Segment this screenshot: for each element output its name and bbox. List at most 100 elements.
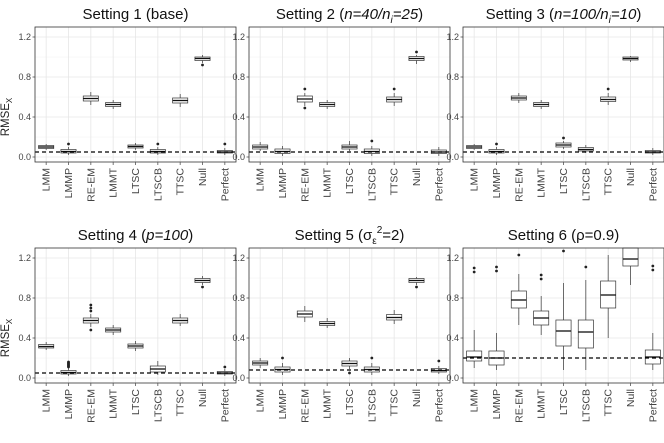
- y-tick-label: 0.8: [446, 72, 459, 82]
- y-tick-label: 0.8: [232, 293, 245, 303]
- x-tick-label: LTSCB: [366, 389, 378, 422]
- y-axis-label: RMSEX: [0, 318, 14, 357]
- y-tick-label: 0.0: [18, 373, 31, 383]
- y-tick-label: 0.0: [232, 373, 245, 383]
- outlier-point: [651, 268, 655, 272]
- y-tick-label: 1.2: [18, 32, 31, 42]
- x-tick-label: TTSC: [603, 168, 615, 196]
- y-tick-label: 1.2: [232, 32, 245, 42]
- outlier-point: [303, 87, 307, 91]
- box-ttsc: [172, 94, 189, 107]
- x-tick-label: Null: [197, 389, 209, 407]
- box-lmmt: [533, 273, 550, 335]
- outlier-point: [67, 142, 70, 146]
- x-tick-label: LTSCB: [366, 168, 378, 201]
- box-null: [622, 56, 639, 62]
- x-tick-label: LMMT: [322, 167, 334, 197]
- box-null: [408, 277, 425, 289]
- x-tick-label: Perfect: [219, 168, 231, 201]
- chart-panel: Setting 2 (n=40/ni=25) 0.0 0.4 0.8 1.2 LMM LMM…: [232, 6, 451, 202]
- x-tick-label: TTSC: [603, 389, 615, 417]
- outlier-point: [495, 269, 498, 273]
- x-tick-label: LMMT: [536, 388, 548, 418]
- x-tick-label: RE-EM: [299, 168, 311, 202]
- box-re-em: [510, 253, 527, 325]
- outlier-point: [539, 277, 543, 281]
- x-tick-label: Perfect: [647, 389, 659, 422]
- box-perfect: [644, 264, 661, 370]
- x-tick-label: LMMP: [63, 389, 75, 419]
- box-ltscb: [577, 145, 594, 153]
- outlier-point: [223, 142, 227, 146]
- outlier-point: [156, 142, 160, 146]
- panel-title: Setting 5 (σε2=2): [295, 225, 405, 247]
- x-tick-label: LMM: [255, 168, 267, 191]
- outlier-point: [348, 371, 351, 375]
- x-tick-label: LMMP: [277, 389, 289, 419]
- y-tick-label: 1.2: [446, 32, 459, 42]
- box-ltsc: [341, 358, 358, 375]
- x-tick-label: LTSC: [558, 389, 570, 415]
- y-tick-label: 0.8: [232, 72, 245, 82]
- box-lmmt: [319, 100, 336, 109]
- outlier-point: [392, 87, 396, 91]
- iqr-box: [577, 319, 594, 349]
- y-tick-label: 0.8: [446, 293, 459, 303]
- box-ttsc: [386, 87, 403, 106]
- y-axis-label-bottom: RMSEX: [0, 318, 14, 357]
- y-tick-label: 0.4: [18, 333, 31, 343]
- x-tick-label: Null: [625, 168, 637, 186]
- box-null: [194, 276, 211, 289]
- outlier-point: [201, 285, 204, 289]
- x-tick-label: Perfect: [219, 389, 231, 422]
- y-tick-label: 0.0: [446, 373, 459, 383]
- outlier-point: [437, 359, 441, 363]
- box-null: [622, 247, 639, 285]
- x-tick-label: Null: [411, 389, 423, 407]
- box-lmm: [252, 358, 269, 368]
- y-axis-label-top: RMSEX: [0, 97, 14, 136]
- x-tick-label: Null: [625, 389, 637, 407]
- x-tick-label: TTSC: [389, 389, 401, 417]
- box-ttsc: [386, 310, 403, 324]
- outlier-point: [562, 136, 565, 140]
- y-tick-label: 0.8: [18, 293, 31, 303]
- box-lmmp: [60, 360, 77, 376]
- box-ttsc: [600, 87, 617, 105]
- x-tick-label: LTSCB: [152, 389, 164, 422]
- x-tick-label: Perfect: [433, 168, 445, 201]
- box-ttsc: [172, 314, 189, 326]
- x-tick-label: Null: [411, 168, 423, 186]
- box-lmmt: [533, 100, 550, 109]
- box-re-em: [82, 92, 99, 105]
- x-tick-label: LTSCB: [152, 168, 164, 201]
- y-tick-label: 0.0: [232, 152, 245, 162]
- outlier-point: [370, 139, 374, 143]
- chart-panel: Setting 4 (p=100) 0.0 0.4 0.8 1.2 LMM LMMP RE-E…: [18, 227, 237, 423]
- box-re-em: [510, 93, 527, 103]
- outlier-point: [223, 365, 227, 369]
- y-tick-label: 1.2: [446, 253, 459, 263]
- outlier-point: [370, 356, 374, 360]
- outlier-point: [67, 360, 70, 364]
- outlier-point: [651, 264, 655, 268]
- outlier-point: [495, 142, 498, 146]
- outlier-point: [415, 285, 418, 289]
- x-tick-label: LMM: [469, 389, 481, 412]
- y-tick-label: 1.2: [232, 253, 245, 263]
- y-tick-label: 0.4: [446, 112, 459, 122]
- y-tick-label: 0.0: [18, 152, 31, 162]
- x-tick-label: LMMP: [63, 168, 75, 198]
- x-tick-label: TTSC: [175, 389, 187, 417]
- box-ltscb: [149, 361, 166, 375]
- chart-panel: Setting 1 (base) 0.0 0.4 0.8 1.2 LMM LMMP RE-EM…: [18, 6, 237, 202]
- x-tick-label: Perfect: [433, 389, 445, 422]
- box-ltsc: [555, 136, 572, 149]
- x-tick-label: LMM: [469, 168, 481, 191]
- x-tick-label: LMM: [41, 168, 53, 191]
- box-ltsc: [127, 143, 144, 150]
- box-re-em: [296, 87, 313, 110]
- x-tick-label: LTSC: [344, 168, 356, 194]
- x-tick-label: RE-EM: [299, 389, 311, 423]
